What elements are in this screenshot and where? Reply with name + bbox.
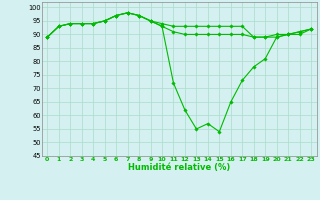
X-axis label: Humidité relative (%): Humidité relative (%) [128, 163, 230, 172]
